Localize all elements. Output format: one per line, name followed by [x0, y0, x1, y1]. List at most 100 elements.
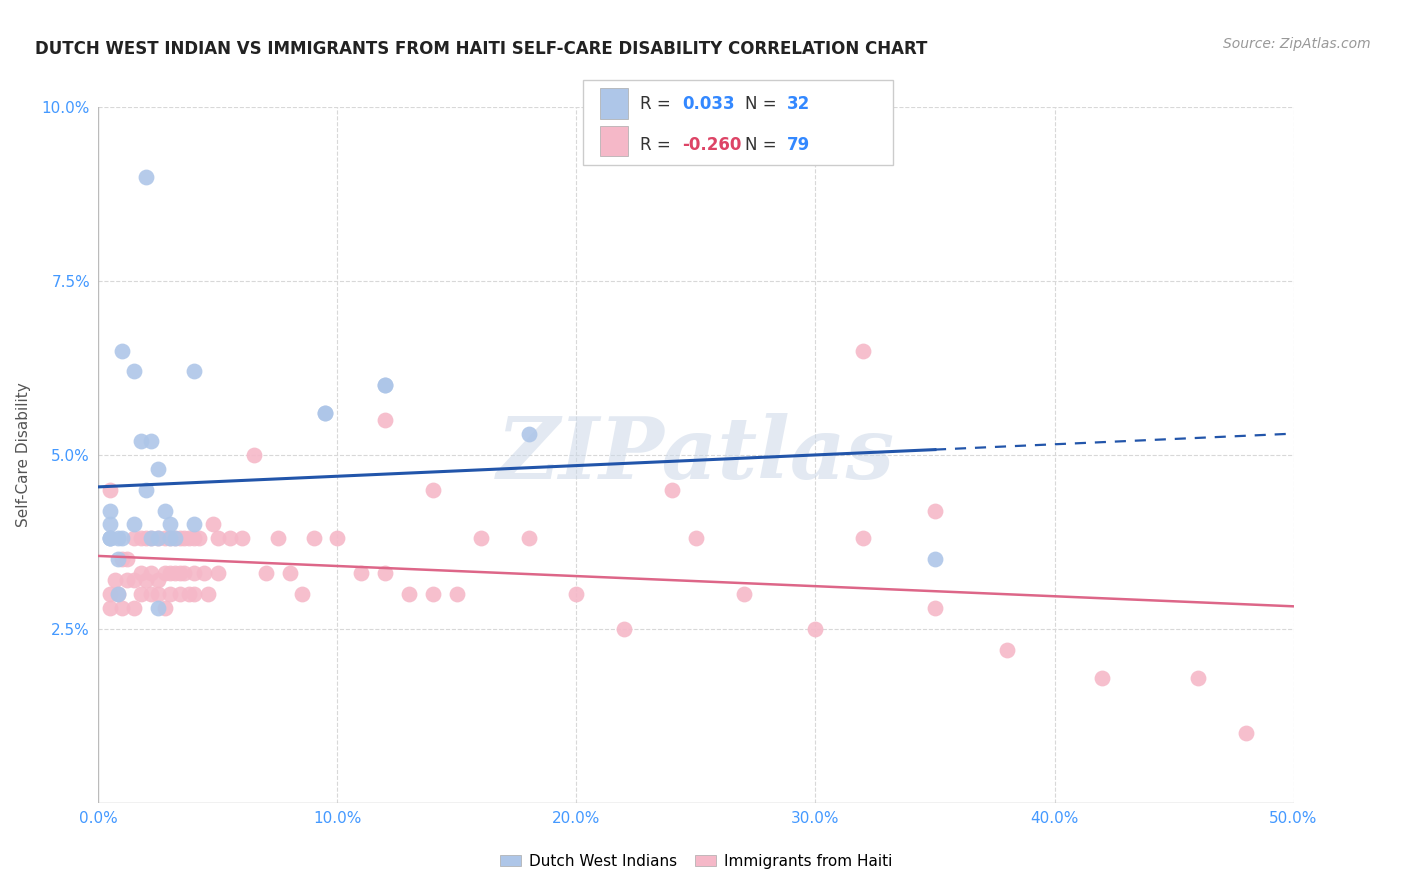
- Point: [139, 532, 162, 546]
- Point: [135, 573, 157, 587]
- Point: [187, 532, 209, 546]
- Point: [159, 587, 181, 601]
- Point: [517, 427, 540, 442]
- Point: [733, 587, 755, 601]
- Point: [422, 587, 444, 601]
- Text: 79: 79: [787, 136, 811, 154]
- Point: [155, 503, 177, 517]
- Point: [183, 364, 205, 378]
- Point: [148, 532, 170, 546]
- Point: [124, 517, 146, 532]
- Point: [111, 343, 134, 358]
- Point: [202, 517, 225, 532]
- Point: [159, 532, 181, 546]
- Point: [124, 573, 146, 587]
- Point: [107, 587, 129, 601]
- Y-axis label: Self-Care Disability: Self-Care Disability: [15, 383, 31, 527]
- Point: [422, 483, 444, 497]
- Point: [98, 517, 122, 532]
- Point: [183, 517, 205, 532]
- Point: [243, 448, 266, 462]
- Point: [115, 552, 138, 566]
- Point: [231, 532, 253, 546]
- Point: [374, 413, 396, 427]
- Point: [193, 566, 215, 581]
- Point: [131, 587, 153, 601]
- Point: [98, 601, 122, 615]
- Point: [111, 532, 134, 546]
- Point: [135, 169, 157, 184]
- Point: [148, 532, 170, 546]
- Text: 0.033: 0.033: [682, 95, 734, 113]
- Point: [131, 532, 153, 546]
- Point: [124, 601, 146, 615]
- Point: [155, 601, 177, 615]
- Point: [302, 532, 325, 546]
- Point: [350, 566, 373, 581]
- Point: [924, 601, 946, 615]
- Text: -0.260: -0.260: [682, 136, 741, 154]
- Point: [374, 378, 396, 392]
- Point: [1091, 671, 1114, 685]
- Text: R =: R =: [640, 95, 676, 113]
- Point: [207, 532, 229, 546]
- Point: [148, 601, 170, 615]
- Point: [107, 532, 129, 546]
- Point: [163, 532, 186, 546]
- Point: [685, 532, 707, 546]
- Point: [183, 587, 205, 601]
- Point: [98, 503, 122, 517]
- Point: [139, 532, 162, 546]
- Point: [139, 566, 162, 581]
- Legend: Dutch West Indians, Immigrants from Haiti: Dutch West Indians, Immigrants from Hait…: [494, 848, 898, 875]
- Point: [169, 587, 191, 601]
- Point: [374, 566, 396, 581]
- Text: DUTCH WEST INDIAN VS IMMIGRANTS FROM HAITI SELF-CARE DISABILITY CORRELATION CHAR: DUTCH WEST INDIAN VS IMMIGRANTS FROM HAI…: [35, 40, 928, 58]
- Point: [111, 552, 134, 566]
- Point: [159, 532, 181, 546]
- Point: [924, 552, 946, 566]
- Point: [131, 566, 153, 581]
- Point: [565, 587, 588, 601]
- Point: [852, 532, 875, 546]
- Point: [315, 406, 337, 420]
- Point: [207, 566, 229, 581]
- Point: [155, 566, 177, 581]
- Point: [278, 566, 301, 581]
- Point: [148, 462, 170, 476]
- Point: [661, 483, 683, 497]
- Point: [517, 532, 540, 546]
- Point: [111, 601, 134, 615]
- Point: [169, 566, 191, 581]
- Point: [98, 532, 122, 546]
- Point: [398, 587, 420, 601]
- Point: [1187, 671, 1209, 685]
- Point: [163, 566, 186, 581]
- Point: [169, 532, 191, 546]
- Point: [374, 378, 396, 392]
- Point: [124, 364, 146, 378]
- Point: [179, 532, 201, 546]
- Point: [98, 587, 122, 601]
- Point: [219, 532, 242, 546]
- Text: 32: 32: [787, 95, 811, 113]
- Point: [1234, 726, 1257, 740]
- Point: [98, 532, 122, 546]
- Point: [852, 343, 875, 358]
- Point: [267, 532, 290, 546]
- Point: [179, 587, 201, 601]
- Point: [98, 483, 122, 497]
- Point: [924, 503, 946, 517]
- Point: [104, 573, 127, 587]
- Point: [613, 622, 636, 636]
- Point: [155, 532, 177, 546]
- Point: [254, 566, 277, 581]
- Point: [139, 434, 162, 448]
- Point: [115, 573, 138, 587]
- Point: [159, 517, 181, 532]
- Point: [148, 573, 170, 587]
- Point: [173, 532, 195, 546]
- Point: [159, 566, 181, 581]
- Text: ZIPatlas: ZIPatlas: [496, 413, 896, 497]
- Point: [183, 566, 205, 581]
